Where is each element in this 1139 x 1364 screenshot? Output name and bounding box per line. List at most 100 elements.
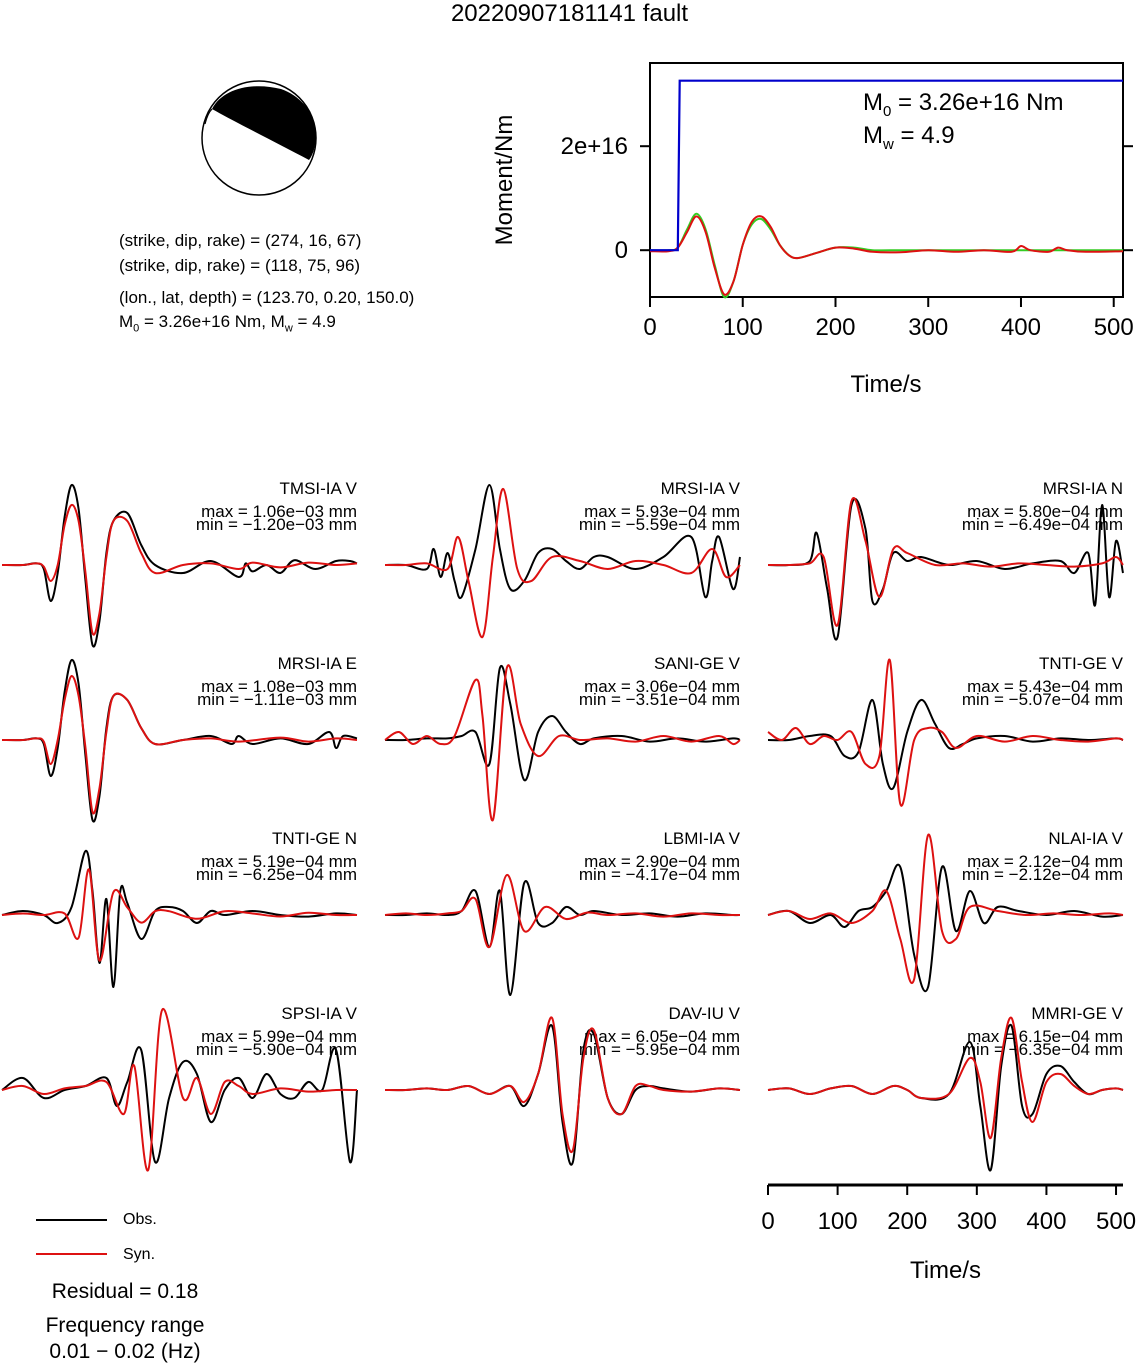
synthetic-trace bbox=[384, 664, 741, 822]
moment-ylabel: Moment/Nm bbox=[491, 115, 518, 246]
moment-xtick-label: 200 bbox=[815, 314, 855, 341]
station-label: TNTI-GE N bbox=[272, 829, 357, 848]
synthetic-trace bbox=[1, 503, 358, 636]
moment-annotation-mw: Mw = 4.9 bbox=[863, 122, 955, 153]
waveform-xtick-label: 200 bbox=[887, 1208, 927, 1235]
stf-curve bbox=[649, 212, 1123, 299]
synthetic-trace bbox=[384, 487, 741, 639]
observed-trace bbox=[1, 849, 358, 989]
observed-trace bbox=[767, 497, 1124, 641]
frequency-value: 0.01 − 0.02 (Hz) bbox=[49, 1340, 201, 1363]
moment-xtick-label: 0 bbox=[643, 314, 656, 341]
station-label: TMSI-IA V bbox=[280, 479, 358, 498]
station-label: MRSI-IA E bbox=[278, 654, 357, 673]
figure-title: 20220907181141 fault bbox=[450, 0, 689, 27]
station-max: max = 2.12e−04 mm bbox=[967, 852, 1123, 871]
magnitude-value: = 4.9 bbox=[292, 312, 336, 331]
location-text: (lon., lat, depth) = (123.70, 0.20, 150.… bbox=[119, 288, 415, 307]
waveform-xtick-label: 0 bbox=[761, 1208, 774, 1235]
synthetic-trace bbox=[1, 868, 358, 962]
station-min: min = −5.90e−04 mm bbox=[196, 1040, 357, 1059]
station-min: min = −5.59e−04 mm bbox=[579, 515, 740, 534]
station-label: DAV-IU V bbox=[669, 1004, 741, 1023]
synthetic-trace bbox=[1, 1008, 358, 1172]
station-min: min = −4.17e−04 mm bbox=[579, 865, 740, 884]
moment-annotation-m0: M0 = 3.26e+16 Nm bbox=[863, 89, 1063, 120]
legend-obs-label: Obs. bbox=[123, 1211, 157, 1228]
moment-w-sub: w bbox=[284, 322, 293, 335]
waveform-xtick-label: 100 bbox=[818, 1208, 858, 1235]
station-max: max = 2.90e−04 mm bbox=[584, 852, 740, 871]
moment-ytick-label: 0 bbox=[615, 237, 628, 264]
synthetic-trace bbox=[767, 1016, 1124, 1140]
observed-trace bbox=[1, 483, 358, 648]
station-min: min = −6.49e−04 mm bbox=[962, 515, 1123, 534]
moment-plot-frame bbox=[649, 62, 1124, 298]
moment-ytick-label: 2e+16 bbox=[561, 133, 628, 160]
station-label: MRSI-IA N bbox=[1043, 479, 1123, 498]
station-label: SPSI-IA V bbox=[281, 1004, 357, 1023]
moment-m-label: M bbox=[119, 312, 134, 331]
waveform-xtick-label: 300 bbox=[957, 1208, 997, 1235]
moment-xtick-label: 300 bbox=[908, 314, 948, 341]
station-max: max = 3.06e−04 mm bbox=[584, 677, 740, 696]
station-min: min = −1.11e−03 mm bbox=[197, 690, 357, 709]
station-label: MRSI-IA V bbox=[661, 479, 741, 498]
moment-xlabel: Time/s bbox=[850, 371, 921, 398]
frequency-label: Frequency range bbox=[45, 1314, 205, 1337]
stf-curve bbox=[649, 215, 1124, 296]
station-max: max = 5.99e−04 mm bbox=[201, 1027, 357, 1046]
beachball bbox=[201, 80, 317, 196]
synthetic-trace bbox=[767, 833, 1124, 984]
station-min: min = −3.51e−04 mm bbox=[579, 690, 740, 709]
station-label: LBMI-IA V bbox=[663, 829, 740, 848]
synthetic-trace bbox=[1, 675, 358, 815]
station-max: max = 5.19e−04 mm bbox=[201, 852, 357, 871]
synthetic-trace bbox=[384, 1016, 741, 1154]
station-max: max = 1.06e−03 mm bbox=[201, 502, 357, 521]
observed-trace bbox=[767, 698, 1124, 791]
station-min: min = −6.25e−04 mm bbox=[196, 865, 357, 884]
observed-trace bbox=[767, 863, 1124, 993]
moment-xtick-label: 400 bbox=[1001, 314, 1041, 341]
legend bbox=[36, 1219, 107, 1255]
moment-m-sub: 0 bbox=[133, 322, 140, 335]
moment-xtick-label: 500 bbox=[1094, 314, 1134, 341]
station-min: min = −1.20e−03 mm bbox=[196, 515, 357, 534]
station-min: min = −5.95e−04 mm bbox=[579, 1040, 740, 1059]
nodal-plane-2: (strike, dip, rake) = (118, 75, 96) bbox=[119, 256, 361, 275]
waveform-xtick-label: 500 bbox=[1096, 1208, 1136, 1235]
station-max: max = 5.43e−04 mm bbox=[967, 677, 1123, 696]
residual-text: Residual = 0.18 bbox=[51, 1280, 199, 1303]
station-min: min = −5.07e−04 mm bbox=[962, 690, 1123, 709]
synthetic-trace bbox=[384, 873, 741, 949]
waveform-xtick-label: 400 bbox=[1026, 1208, 1066, 1235]
legend-syn-label: Syn. bbox=[123, 1246, 156, 1263]
station-min: min = −6.35e−04 mm bbox=[962, 1040, 1123, 1059]
observed-trace bbox=[384, 879, 741, 997]
station-label: TNTI-GE V bbox=[1039, 654, 1124, 673]
moment-value: = 3.26e+16 Nm, M bbox=[139, 312, 285, 331]
moment-curve bbox=[650, 79, 1123, 252]
station-label: NLAI-IA V bbox=[1048, 829, 1123, 848]
observed-trace bbox=[1, 1046, 358, 1164]
synthetic-trace bbox=[767, 658, 1124, 807]
station-label: SANI-GE V bbox=[654, 654, 741, 673]
station-max: max = 1.08e−03 mm bbox=[201, 677, 357, 696]
station-label: MMRI-GE V bbox=[1031, 1004, 1123, 1023]
synthetic-trace bbox=[767, 497, 1124, 627]
